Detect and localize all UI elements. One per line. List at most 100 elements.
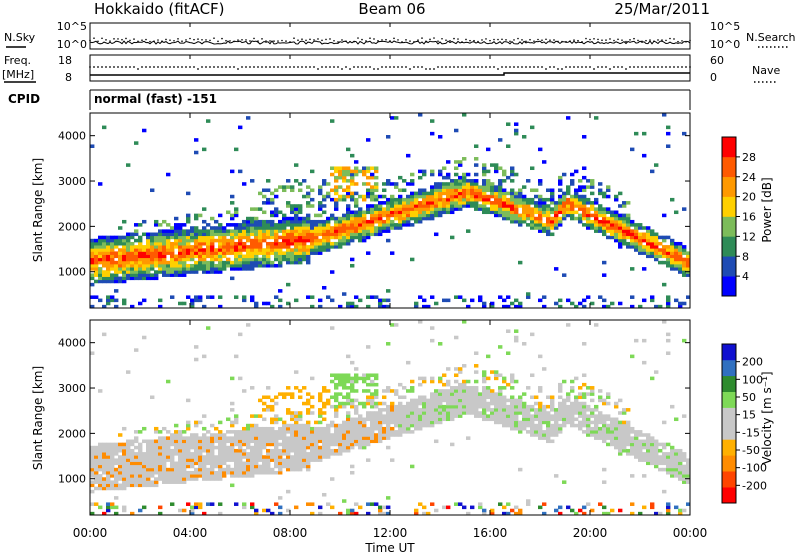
velocity-cell: [558, 411, 563, 415]
velocity-cell: [430, 326, 435, 330]
velocity-cell: [306, 401, 311, 406]
power-cell: [262, 210, 267, 215]
power-cell: [202, 304, 207, 309]
velocity-cell: [362, 401, 367, 406]
power-cell: [418, 204, 423, 208]
power-cell: [194, 216, 199, 221]
power-cell: [146, 235, 151, 240]
power-cell: [130, 273, 135, 277]
velocity-cell: [118, 467, 123, 472]
velocity-colorbar-swatch: [722, 471, 736, 488]
velocity-cell: [222, 448, 227, 453]
velocity-cell: [582, 420, 587, 425]
velocity-cell: [434, 398, 439, 403]
velocity-cell: [638, 439, 643, 444]
velocity-cell: [534, 411, 539, 415]
nsearch-point: [549, 39, 551, 41]
velocity-cell: [314, 420, 319, 425]
power-cell: [170, 245, 175, 249]
velocity-cell: [222, 458, 227, 462]
power-cell: [538, 194, 543, 199]
velocity-cell: [466, 386, 471, 390]
nsearch-label: N.Search: [746, 31, 796, 44]
power-cell: [558, 197, 563, 202]
velocity-cell: [586, 386, 591, 390]
nave-point: [277, 66, 279, 68]
power-cell: [150, 251, 155, 255]
power-cell: [446, 207, 451, 211]
velocity-cell: [390, 408, 395, 412]
velocity-cell: [646, 433, 651, 437]
velocity-cell: [290, 433, 295, 437]
power-cell: [142, 267, 147, 271]
velocity-cell: [458, 370, 463, 374]
velocity-cell: [422, 408, 427, 412]
velocity-cell: [622, 426, 627, 431]
velocity-cell: [482, 411, 487, 415]
velocity-cell: [278, 470, 283, 475]
velocity-cell: [106, 464, 111, 469]
power-cell: [230, 216, 235, 221]
power-cell: [398, 194, 403, 199]
power-cell: [374, 216, 379, 221]
freq-series: [89, 66, 691, 76]
velocity-cell: [210, 470, 215, 475]
power-cell: [150, 276, 155, 281]
power-cell: [526, 292, 531, 296]
velocity-cell: [366, 430, 371, 434]
velocity-cell: [494, 404, 499, 409]
power-cell: [678, 241, 683, 246]
power-cell: [534, 194, 539, 199]
velocity-cell: [138, 474, 143, 478]
power-colorbar-swatch: [722, 236, 736, 257]
velocity-cell: [178, 439, 183, 444]
power-cell: [394, 204, 399, 208]
power-cell: [522, 210, 527, 215]
velocity-cell: [506, 420, 511, 425]
nave-point: [173, 66, 175, 68]
velocity-cell: [158, 470, 163, 475]
power-cell: [230, 276, 235, 281]
power-cell: [142, 298, 147, 303]
velocity-cell: [630, 445, 635, 450]
power-cell: [538, 204, 543, 208]
power-cell: [306, 223, 311, 227]
power-cell: [326, 295, 331, 299]
power-cell: [302, 257, 307, 262]
velocity-cell: [506, 404, 511, 409]
velocity-cell: [262, 464, 267, 469]
power-cell: [346, 185, 351, 189]
velocity-cell: [434, 401, 439, 406]
velocity-cell: [278, 467, 283, 472]
velocity-cell: [226, 455, 231, 459]
velocity-cell: [490, 401, 495, 406]
velocity-cell: [510, 508, 515, 513]
velocity-cell: [358, 426, 363, 431]
power-cell: [410, 197, 415, 202]
power-cell: [606, 223, 611, 227]
velocity-cell: [186, 398, 191, 403]
velocity-cell: [478, 392, 483, 396]
velocity-cell: [538, 354, 543, 359]
power-cell: [210, 241, 215, 246]
nsearch-point: [405, 39, 407, 41]
velocity-cell: [238, 461, 243, 466]
power-cell: [606, 194, 611, 199]
velocity-cell: [586, 502, 591, 506]
power-cell: [574, 304, 579, 309]
velocity-cell: [190, 505, 195, 510]
power-cell: [386, 216, 391, 221]
velocity-cell: [206, 455, 211, 459]
power-cell: [110, 279, 115, 284]
nsearch-point: [281, 39, 283, 42]
velocity-cell: [634, 436, 639, 440]
nsearch-point: [465, 38, 467, 41]
velocity-cell: [150, 470, 155, 475]
power-cell: [334, 219, 339, 224]
velocity-cell: [482, 376, 487, 381]
velocity-cell: [558, 404, 563, 409]
velocity-cell: [274, 401, 279, 406]
power-cell: [546, 188, 551, 193]
power-cell: [554, 207, 559, 211]
velocity-cell: [366, 436, 371, 440]
